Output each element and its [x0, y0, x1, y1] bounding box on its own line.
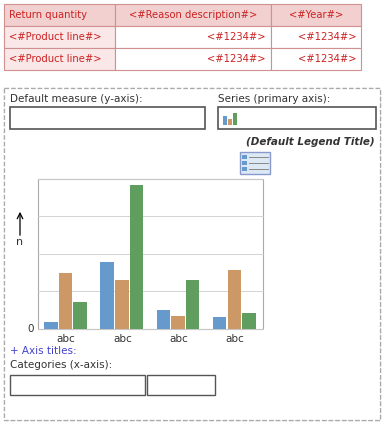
- Bar: [73, 302, 87, 329]
- Text: abc: abc: [113, 334, 132, 344]
- Bar: [228, 269, 241, 329]
- Bar: [101, 262, 114, 329]
- Bar: [157, 310, 170, 329]
- Text: abc: abc: [169, 334, 188, 344]
- Bar: [271, 26, 361, 48]
- Bar: [4, 88, 380, 420]
- Bar: [10, 375, 145, 395]
- Text: <#Product line#>: <#Product line#>: [9, 32, 101, 42]
- Text: Series (primary axis):: Series (primary axis):: [218, 94, 330, 104]
- Text: Categories (x-axis):: Categories (x-axis):: [10, 360, 112, 370]
- Bar: [271, 48, 361, 70]
- Bar: [10, 107, 205, 129]
- Bar: [271, 4, 361, 26]
- Bar: [38, 179, 263, 329]
- Text: (Default Legend Title): (Default Legend Title): [247, 137, 375, 147]
- Bar: [130, 185, 143, 329]
- Bar: [115, 48, 271, 70]
- Text: abc: abc: [225, 334, 244, 344]
- Text: <#Reason description#>: <#Reason description#>: [15, 380, 143, 390]
- Bar: [147, 375, 215, 395]
- Bar: [59, 272, 72, 329]
- Text: <Return quantity>: <Return quantity>: [15, 113, 121, 123]
- Text: <#1234#>: <#1234#>: [207, 54, 266, 64]
- Bar: [228, 119, 232, 125]
- Text: abc: abc: [57, 334, 76, 344]
- Bar: [213, 317, 227, 329]
- Text: <#1234#>: <#1234#>: [298, 32, 356, 42]
- Bar: [4, 4, 115, 26]
- Bar: [4, 88, 380, 420]
- Bar: [233, 113, 237, 125]
- Bar: [240, 152, 270, 174]
- Bar: [242, 167, 247, 171]
- Text: Return quantity: Return quantity: [9, 10, 87, 20]
- Text: <#Year#>: <#Year#>: [289, 10, 343, 20]
- Bar: [4, 26, 115, 48]
- Bar: [242, 161, 247, 165]
- Bar: [218, 107, 376, 129]
- Bar: [4, 48, 115, 70]
- Bar: [186, 280, 199, 329]
- Bar: [44, 321, 58, 329]
- Text: <#Reason description#>: <#Reason description#>: [129, 10, 257, 20]
- Bar: [242, 313, 256, 329]
- Text: Default measure (y-axis):: Default measure (y-axis):: [10, 94, 142, 104]
- Bar: [223, 116, 227, 125]
- Text: <#Product line#>: <#Product line#>: [240, 113, 341, 123]
- Bar: [242, 155, 247, 159]
- Bar: [171, 316, 185, 329]
- Text: <#Product line#>: <#Product line#>: [9, 54, 101, 64]
- Text: n: n: [17, 237, 23, 247]
- Text: <#1234#>: <#1234#>: [298, 54, 356, 64]
- Text: + Axis titles:: + Axis titles:: [10, 346, 77, 356]
- Bar: [4, 88, 380, 420]
- Text: 0: 0: [28, 324, 34, 334]
- Bar: [115, 26, 271, 48]
- Text: <#Year#>: <#Year#>: [152, 380, 206, 390]
- Text: <#1234#>: <#1234#>: [207, 32, 266, 42]
- Bar: [115, 4, 271, 26]
- Bar: [115, 280, 129, 329]
